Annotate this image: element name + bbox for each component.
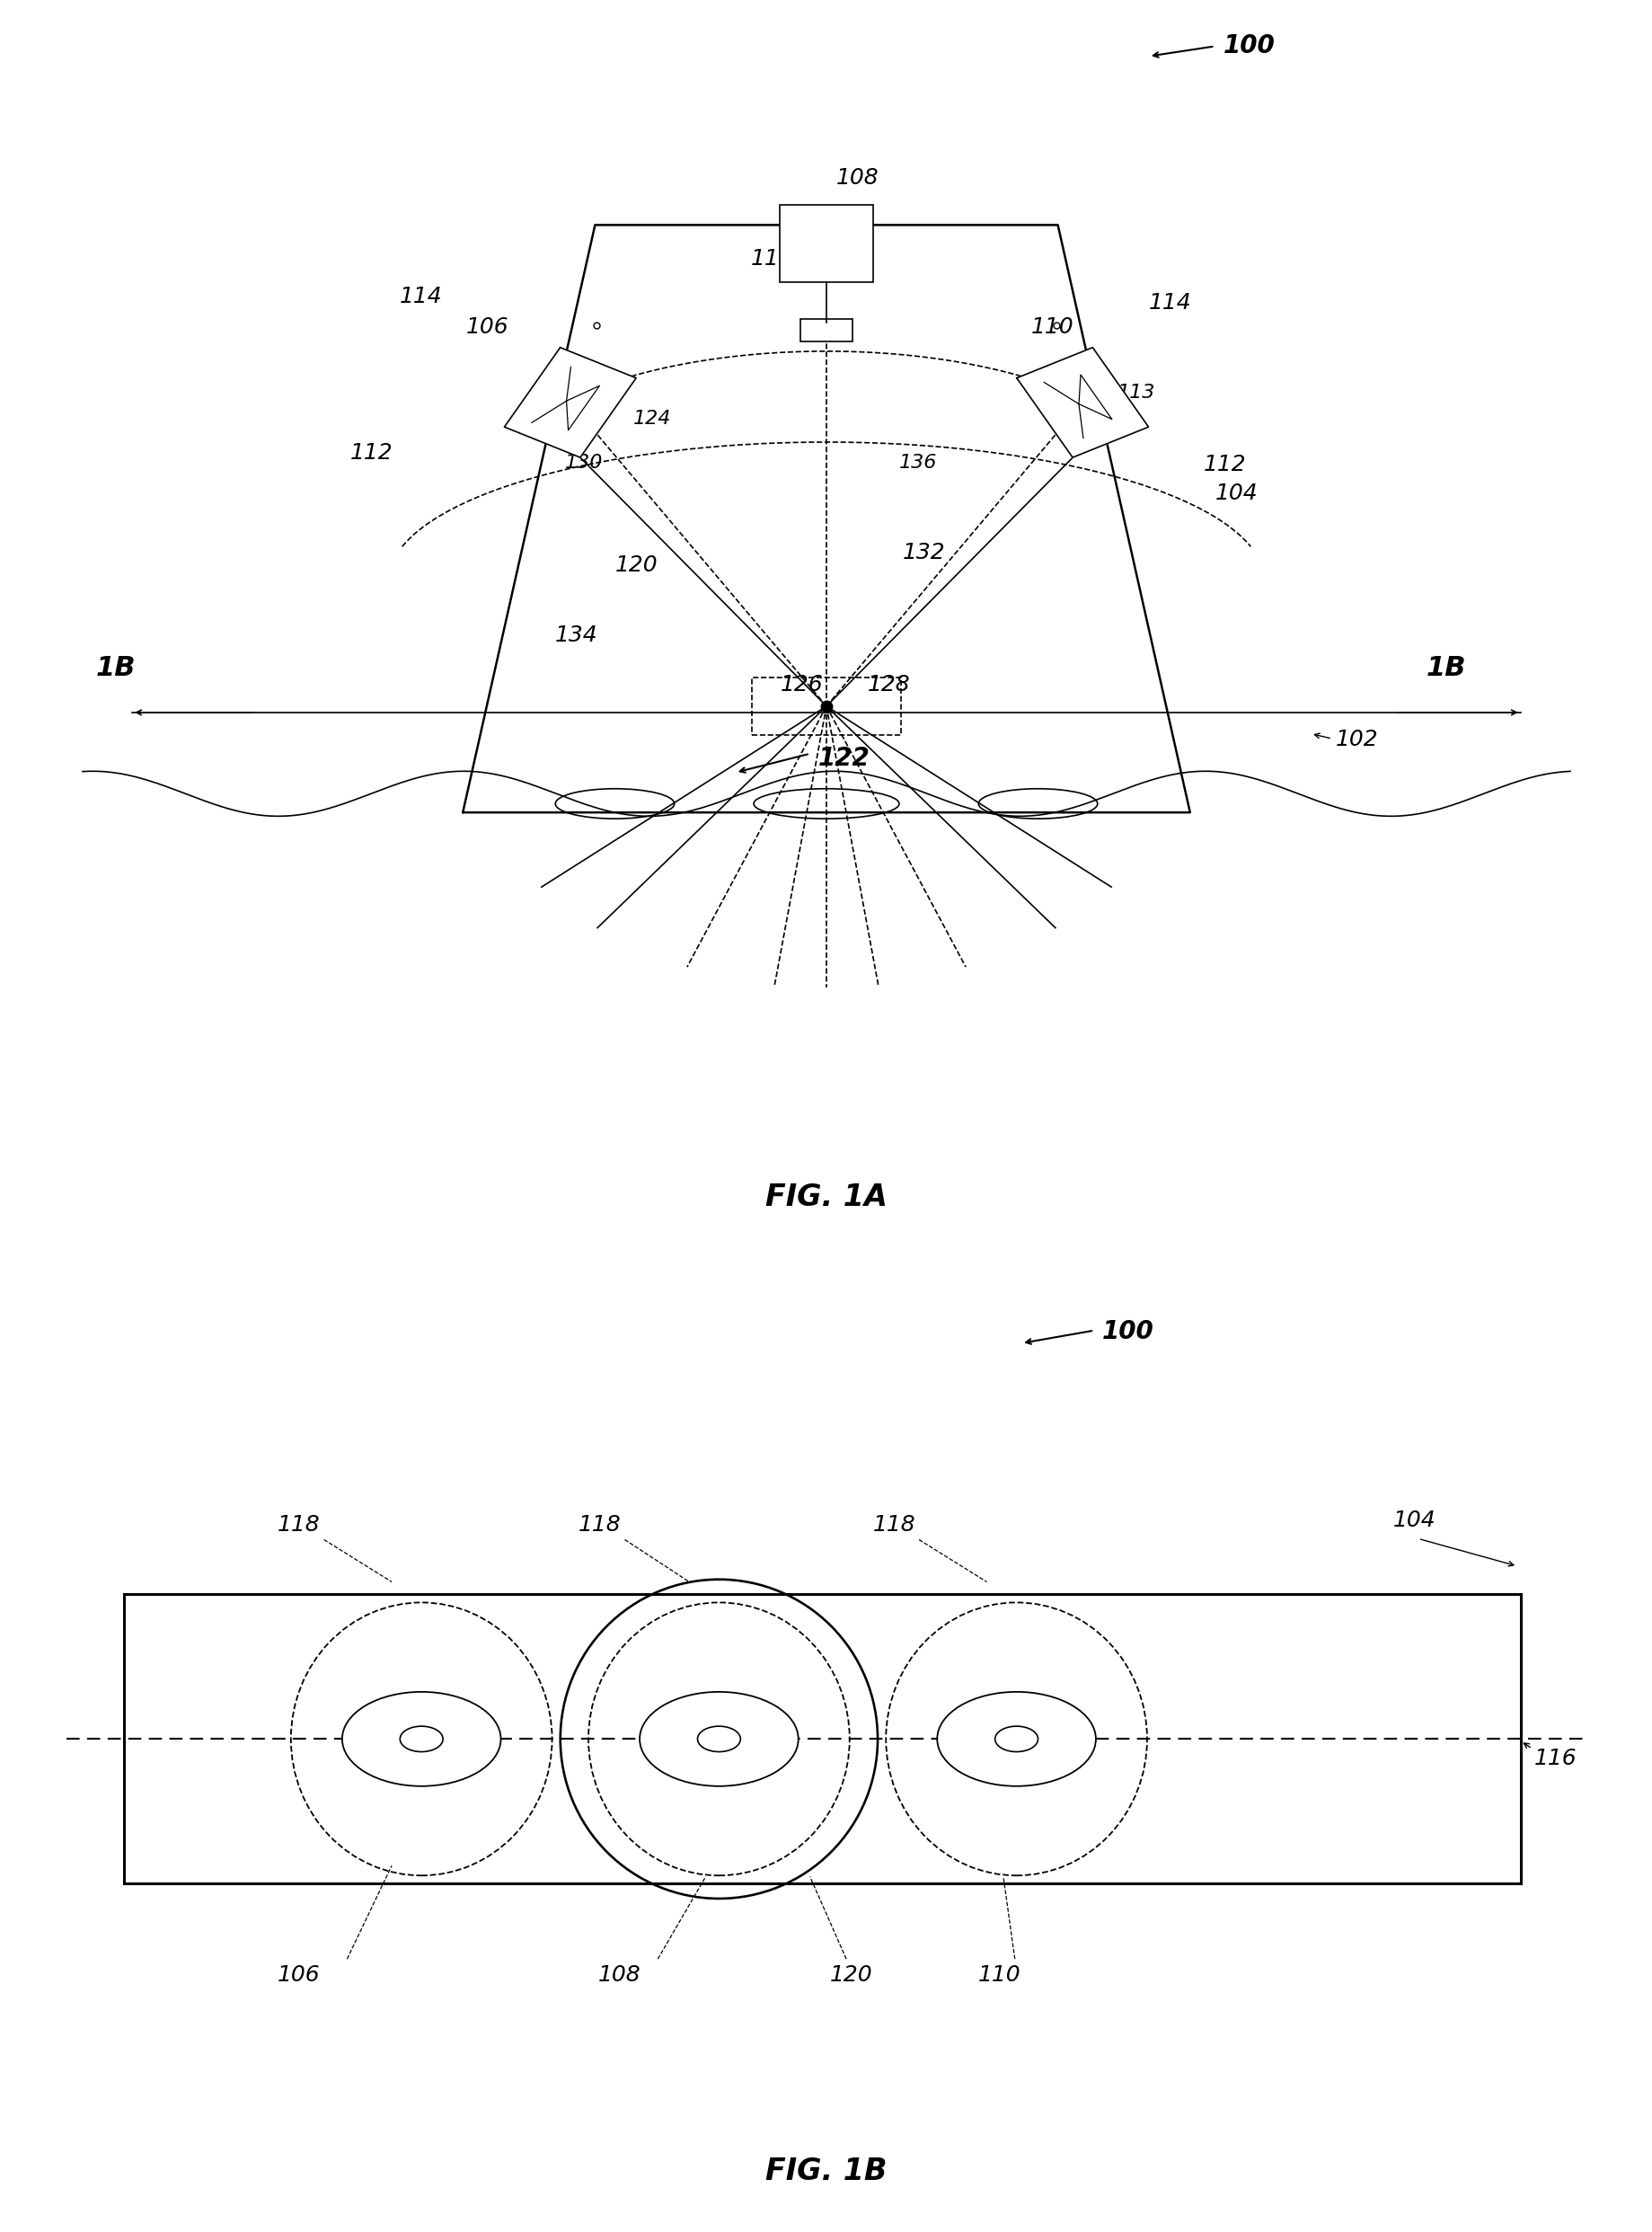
Text: FIG. 1B: FIG. 1B: [765, 2156, 887, 2185]
Text: 116: 116: [1533, 1748, 1576, 1770]
Circle shape: [697, 1725, 740, 1752]
Bar: [780, 205, 872, 283]
Bar: [800, 319, 852, 341]
Text: 104: 104: [1214, 482, 1257, 504]
Text: 132: 132: [902, 542, 945, 562]
Bar: [124, 1594, 1520, 1884]
Bar: [752, 679, 900, 734]
Polygon shape: [504, 348, 636, 458]
Text: 126: 126: [780, 674, 823, 696]
Polygon shape: [1016, 348, 1148, 458]
Text: 118: 118: [578, 1513, 621, 1536]
Text: 120: 120: [615, 554, 657, 576]
Text: 106: 106: [278, 1964, 320, 1986]
Text: 100: 100: [1102, 1319, 1153, 1344]
Circle shape: [995, 1725, 1037, 1752]
Text: 112: 112: [350, 442, 393, 464]
Text: 110: 110: [978, 1964, 1021, 1986]
Text: 114: 114: [750, 248, 793, 270]
Text: 124: 124: [633, 411, 671, 429]
Text: 130: 130: [565, 453, 603, 471]
Text: 104: 104: [1393, 1509, 1436, 1531]
Text: 136: 136: [899, 453, 937, 471]
Text: 118: 118: [872, 1513, 915, 1536]
Text: 122: 122: [818, 745, 869, 772]
Circle shape: [937, 1692, 1095, 1786]
Text: 128: 128: [867, 674, 910, 696]
Text: 100: 100: [1222, 33, 1274, 58]
Text: 106: 106: [466, 317, 509, 339]
Text: 113: 113: [1117, 384, 1155, 402]
Circle shape: [400, 1725, 443, 1752]
Text: 118: 118: [278, 1513, 320, 1536]
Text: 110: 110: [1031, 317, 1074, 339]
Text: 114: 114: [400, 286, 443, 308]
Text: 1B: 1B: [96, 656, 135, 681]
Text: 1B: 1B: [1426, 656, 1465, 681]
Text: 102: 102: [1335, 730, 1378, 750]
Text: 114: 114: [1148, 292, 1191, 312]
Text: 120: 120: [829, 1964, 872, 1986]
Text: 108: 108: [836, 167, 879, 187]
Text: 108: 108: [598, 1964, 641, 1986]
Circle shape: [639, 1692, 798, 1786]
Text: 112: 112: [1203, 453, 1246, 475]
Text: 134: 134: [555, 625, 598, 645]
Text: FIG. 1A: FIG. 1A: [765, 1183, 887, 1212]
Circle shape: [342, 1692, 501, 1786]
